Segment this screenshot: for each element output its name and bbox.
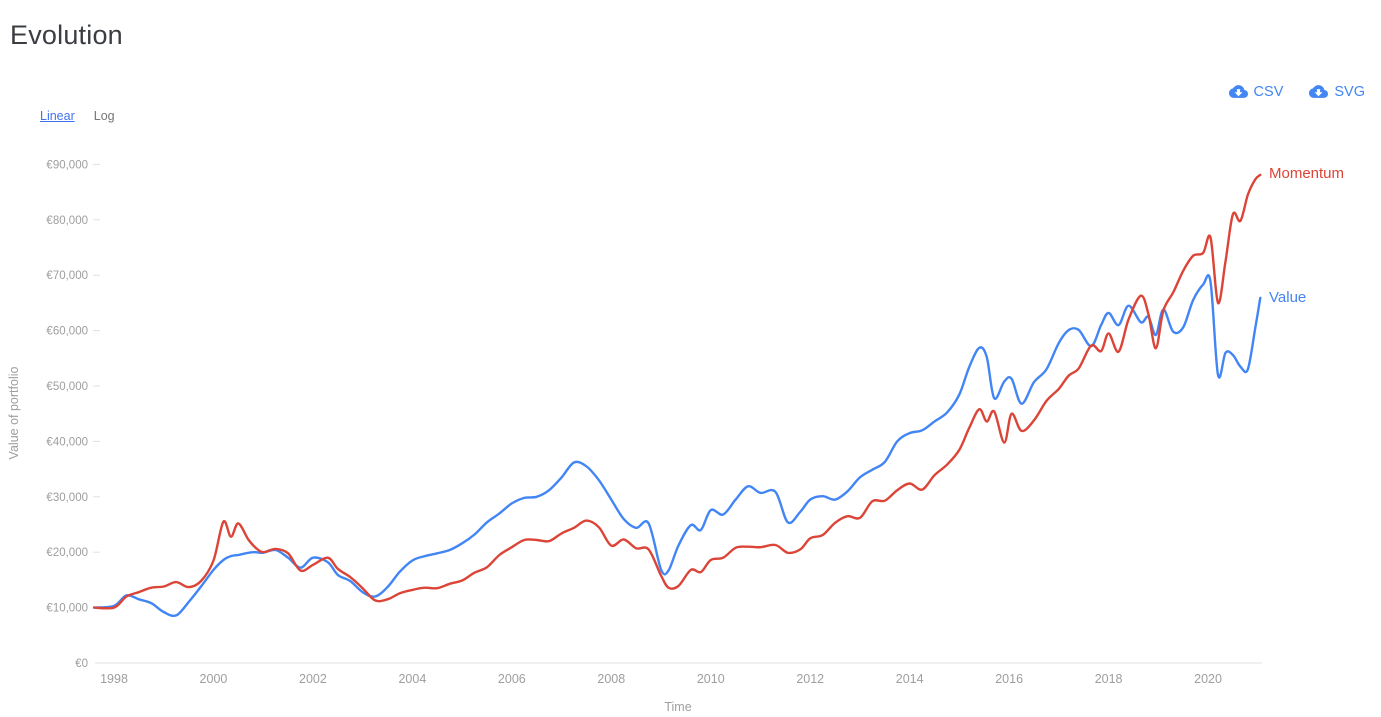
x-tick-label: 2018 bbox=[1095, 672, 1123, 686]
y-tick-label: €70,000 bbox=[46, 270, 88, 282]
x-tick-label: 2002 bbox=[299, 672, 327, 686]
x-tick-label: 2004 bbox=[398, 672, 426, 686]
x-tick-label: 2016 bbox=[995, 672, 1023, 686]
x-tick-label: 2010 bbox=[697, 672, 725, 686]
page-title: Evolution bbox=[10, 20, 123, 50]
export-csv-label: CSV bbox=[1253, 83, 1284, 100]
x-tick-label: 2008 bbox=[597, 672, 625, 686]
momentum-series-label: Momentum bbox=[1269, 165, 1345, 182]
x-tick-label: 1998 bbox=[100, 672, 128, 686]
scale-toggle: Linear Log bbox=[40, 109, 115, 123]
x-tick-label: 2014 bbox=[896, 672, 924, 686]
cloud-download-icon bbox=[1309, 82, 1329, 101]
x-tick-label: 2006 bbox=[498, 672, 526, 686]
y-axis-title: Value of portfolio bbox=[7, 367, 21, 460]
momentum-line[interactable] bbox=[92, 173, 1262, 610]
export-bar: CSV SVG bbox=[1228, 82, 1365, 101]
y-tick-label: €10,000 bbox=[46, 603, 88, 615]
cloud-download-icon bbox=[1228, 82, 1248, 101]
y-tick-label: €60,000 bbox=[46, 326, 88, 338]
x-tick-label: 2000 bbox=[200, 672, 228, 686]
scale-linear-link[interactable]: Linear bbox=[40, 109, 75, 123]
y-tick-label: €40,000 bbox=[46, 436, 88, 448]
y-tick-label: €50,000 bbox=[46, 381, 88, 393]
export-svg-label: SVG bbox=[1334, 83, 1365, 100]
x-tick-label: 2012 bbox=[796, 672, 824, 686]
export-csv-button[interactable]: CSV bbox=[1228, 82, 1284, 101]
x-axis-title: Time bbox=[664, 700, 691, 714]
y-tick-label: €30,000 bbox=[46, 492, 88, 504]
export-svg-button[interactable]: SVG bbox=[1309, 82, 1365, 101]
y-tick-label: €0 bbox=[75, 658, 88, 670]
scale-log-link[interactable]: Log bbox=[93, 109, 115, 123]
value-line[interactable] bbox=[92, 274, 1262, 618]
x-tick-label: 2020 bbox=[1194, 672, 1222, 686]
y-tick-label: €80,000 bbox=[46, 215, 88, 227]
y-tick-label: €20,000 bbox=[46, 547, 88, 559]
y-tick-label: €90,000 bbox=[46, 159, 88, 171]
value-series-label: Value bbox=[1269, 289, 1307, 306]
